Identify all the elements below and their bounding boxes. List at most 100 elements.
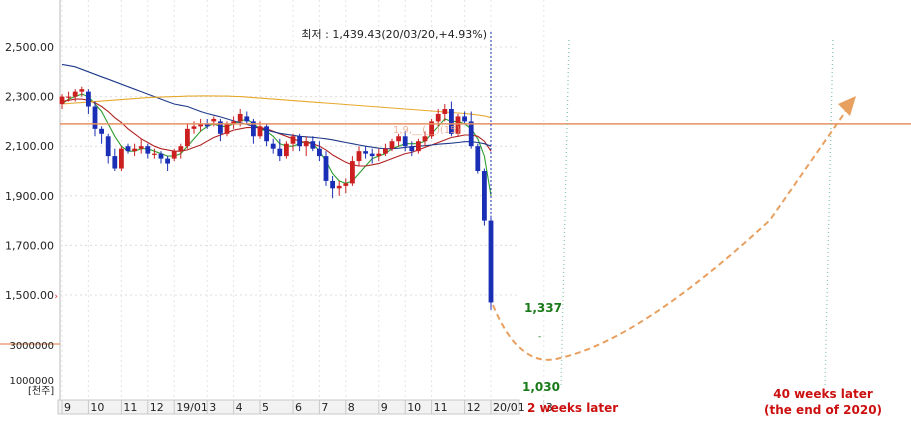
candle-body (92, 106, 98, 129)
candle-body (369, 153, 375, 157)
candle-body (449, 109, 454, 134)
candle-body (475, 146, 481, 171)
candle-body (145, 146, 151, 154)
candle (422, 131, 428, 147)
candle (59, 94, 65, 109)
level-1337-label: 1,337 (524, 301, 562, 315)
candle (416, 138, 421, 154)
x-axis-band (57, 399, 520, 415)
candle (383, 143, 388, 157)
candle (396, 133, 401, 147)
candle-body (356, 151, 362, 162)
candle (336, 180, 342, 196)
candle (468, 111, 474, 149)
candle (442, 104, 448, 122)
candle-body (218, 121, 223, 134)
y-axis: 2,500.00 2,300.00 2,100.00 1,900.00 1,700.00… (5, 41, 54, 302)
annotations: 최저 : 1,439.43(20/03/20,+4.93%) 1,9,__(__)… (60, 28, 911, 417)
end-of-2020-label: (the end of 2020) (764, 403, 882, 417)
overlap-label: 1,9,__(__)(15) (393, 125, 461, 136)
candle-body (303, 141, 309, 147)
candle-body (317, 148, 322, 157)
volume-unit: [천주] (28, 385, 54, 397)
candle (66, 91, 71, 102)
candle (119, 146, 124, 171)
candle-body (376, 153, 382, 157)
candle-body (297, 136, 302, 147)
candle (297, 133, 302, 152)
candle-body (86, 91, 91, 107)
x-tick-label: 10 (407, 401, 421, 414)
y-tick-label: 2,500.00 (5, 41, 54, 54)
candle-body (409, 146, 415, 152)
candle-body (99, 128, 104, 134)
candle-body (336, 185, 342, 189)
candle (125, 143, 131, 154)
candle (350, 156, 355, 186)
x-tick-label: 11 (123, 401, 137, 414)
forty-weeks-label: 40 weeks later (773, 387, 873, 401)
x-tick-label: 9 (381, 401, 388, 414)
candle-body (330, 180, 335, 189)
candle (138, 138, 144, 154)
candle-body (323, 156, 329, 181)
candle (152, 148, 157, 159)
candle-body (257, 126, 263, 137)
x-tick-label: 7 (321, 401, 328, 414)
candle-body (383, 148, 388, 154)
candle-body (112, 156, 118, 169)
candle-body (468, 121, 474, 147)
plot-area (60, 0, 519, 400)
candle (244, 111, 250, 124)
level-1030-label: 1,030 (522, 380, 560, 394)
candle-body (191, 126, 197, 129)
y-tick-label: 1,500.00 (5, 289, 54, 302)
candle-body (132, 148, 137, 152)
candle (475, 143, 481, 174)
candle (270, 138, 276, 154)
candle (402, 131, 408, 152)
candle (369, 148, 375, 164)
x-tick-label: 9 (64, 401, 71, 414)
candle-body (105, 136, 111, 157)
volume-label-top: 3000000 (9, 341, 54, 352)
x-tick-label: 8 (348, 401, 355, 414)
projection-arrowhead (838, 96, 856, 116)
candle (330, 175, 335, 199)
candle (449, 101, 454, 137)
candle-body (59, 96, 65, 105)
x-tick-label: 11 (434, 401, 448, 414)
candle-body (284, 143, 289, 157)
candle (363, 146, 368, 159)
volume-pane: 3000000 1000000[천주] › (0, 292, 60, 397)
candle-body (422, 136, 428, 142)
candle (376, 148, 382, 162)
candle-body (389, 141, 395, 149)
candle (86, 89, 91, 114)
candle (251, 118, 256, 144)
candle-body (455, 116, 461, 134)
y-tick-label: 1,700.00 (5, 239, 54, 252)
candle (290, 133, 296, 152)
x-tick-label: 4 (236, 401, 243, 414)
candle-body (231, 121, 236, 124)
candle (310, 136, 316, 152)
candle-body (435, 113, 441, 122)
x-tick-label: 19/01 (176, 401, 208, 414)
low-label: 최저 : 1,439.43(20/03/20,+4.93%) (301, 28, 487, 41)
candle-body (125, 146, 131, 152)
candle (211, 116, 217, 127)
guide-line-2w (560, 39, 570, 386)
candle (99, 126, 104, 144)
candle-body (264, 126, 269, 142)
tick-dash: - (538, 332, 541, 342)
candle (317, 141, 322, 162)
candle (264, 123, 269, 147)
candle (303, 136, 309, 157)
candle (323, 151, 329, 186)
candle-body (350, 161, 355, 184)
y-tick-label: 2,300.00 (5, 91, 54, 104)
candle (284, 141, 289, 159)
